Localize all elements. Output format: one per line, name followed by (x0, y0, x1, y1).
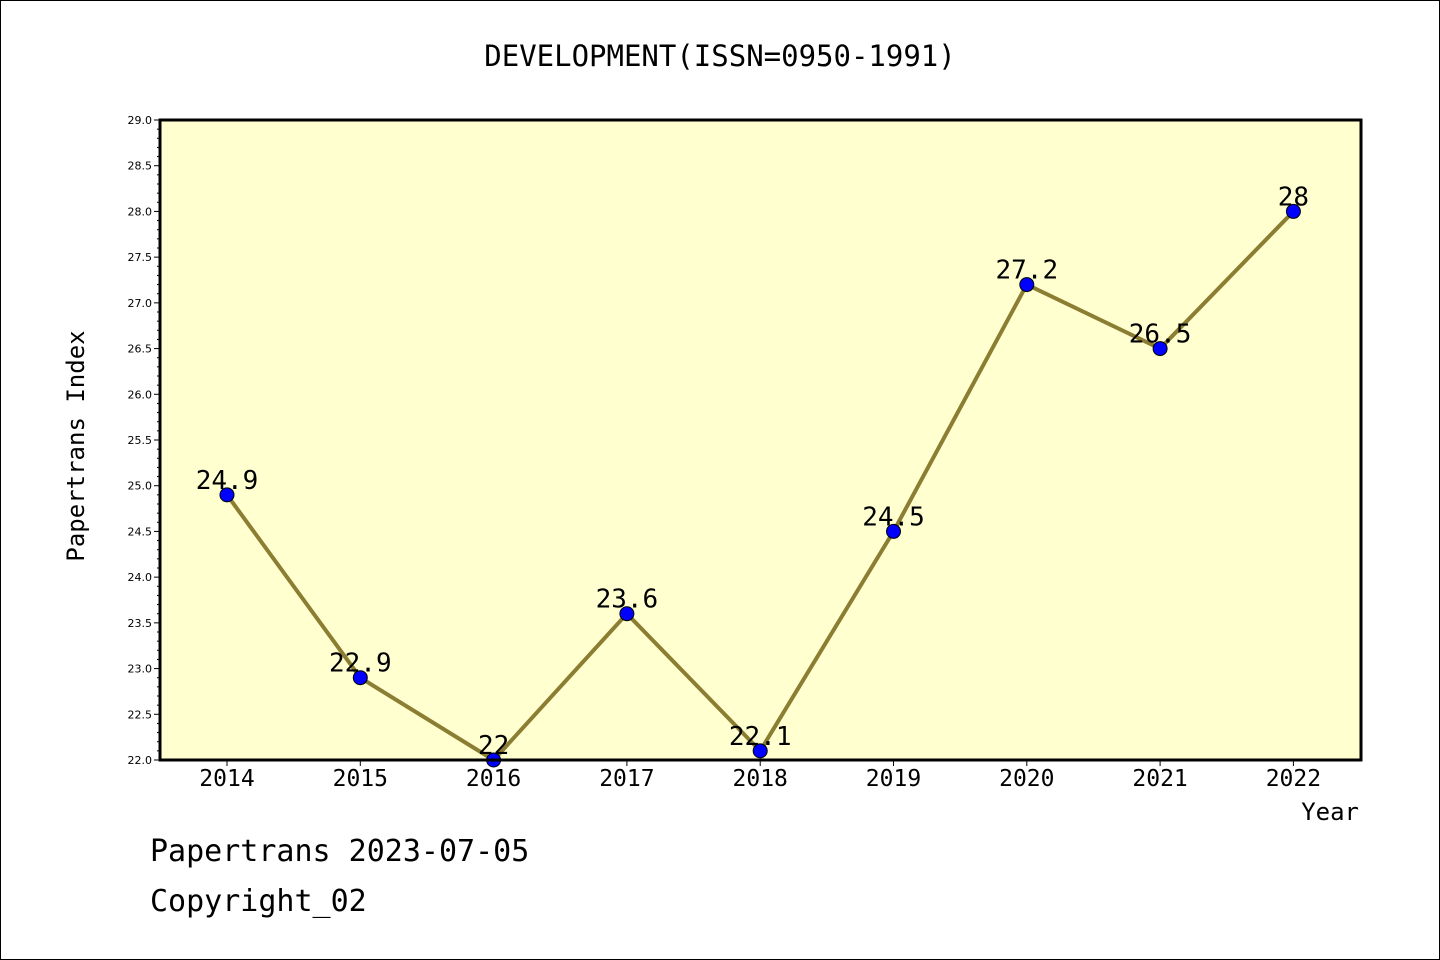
y-tick-label: 27.5 (128, 251, 153, 264)
data-label: 23.6 (596, 585, 659, 615)
y-tick-label: 28.0 (128, 205, 153, 218)
x-axis-ticks: 2014 2015 2016 2017 2018 2019 2020 2021 2022 (199, 760, 1321, 792)
data-label: 24.9 (196, 466, 259, 496)
y-tick-label: 22.5 (128, 708, 153, 721)
y-tick-label: 26.0 (128, 388, 153, 401)
data-labels: 24.9 22.9 22 23.6 22.1 24.5 27.2 26.5 28 (196, 182, 1309, 761)
x-tick-label: 2018 (733, 766, 788, 792)
y-tick-label: 22.0 (128, 754, 153, 767)
y-axis-ticks: 22.0 22.5 23.0 23.5 24.0 24.5 25.0 25.5 26.0 26.5… (128, 114, 160, 767)
y-tick-label: 25.5 (128, 434, 153, 447)
chart-title: DEVELOPMENT(ISSN=0950-1991) (484, 39, 955, 73)
data-point (1152, 341, 1168, 357)
data-point (752, 743, 768, 759)
x-tick-label: 2016 (466, 766, 521, 792)
y-tick-label: 24.5 (128, 525, 153, 538)
data-label: 27.2 (995, 256, 1058, 286)
data-label: 22.1 (729, 722, 792, 752)
x-tick-label: 2021 (1132, 766, 1187, 792)
data-label: 22.9 (329, 649, 392, 679)
x-tick-label: 2015 (333, 766, 388, 792)
x-tick-label: 2017 (599, 766, 654, 792)
plot-area (160, 120, 1361, 760)
data-point (1285, 203, 1301, 219)
data-label: 26.5 (1129, 320, 1192, 350)
data-point (219, 487, 235, 503)
data-label: 28 (1278, 182, 1309, 212)
data-label: 24.5 (862, 502, 925, 532)
data-point (886, 523, 901, 539)
x-tick-label: 2014 (199, 766, 254, 792)
y-tick-label: 23.0 (128, 663, 153, 676)
plot-border (158, 118, 1363, 762)
data-point (619, 606, 635, 622)
y-tick-label: 26.5 (128, 343, 153, 356)
y-tick-label: 27.0 (128, 297, 153, 310)
y-tick-label: 24.0 (128, 571, 153, 584)
y-tick-label: 29.0 (128, 114, 153, 127)
data-points (219, 203, 1301, 768)
x-tick-label: 2019 (866, 766, 921, 792)
data-point (352, 670, 368, 686)
footer-date: Papertrans 2023-07-05 (150, 834, 530, 869)
x-tick-label: 2022 (1266, 766, 1321, 792)
x-tick-label: 2020 (999, 766, 1054, 792)
y-axis-label: Papertrans Index (62, 330, 90, 561)
y-tick-label: 25.0 (128, 480, 153, 493)
y-tick-label: 23.5 (128, 617, 153, 630)
footer-copyright: Copyright_02 (150, 884, 367, 919)
x-axis-label: Year (1301, 798, 1359, 826)
data-point (1019, 277, 1035, 293)
y-tick-label: 28.5 (128, 160, 153, 173)
data-label: 22 (478, 731, 509, 761)
